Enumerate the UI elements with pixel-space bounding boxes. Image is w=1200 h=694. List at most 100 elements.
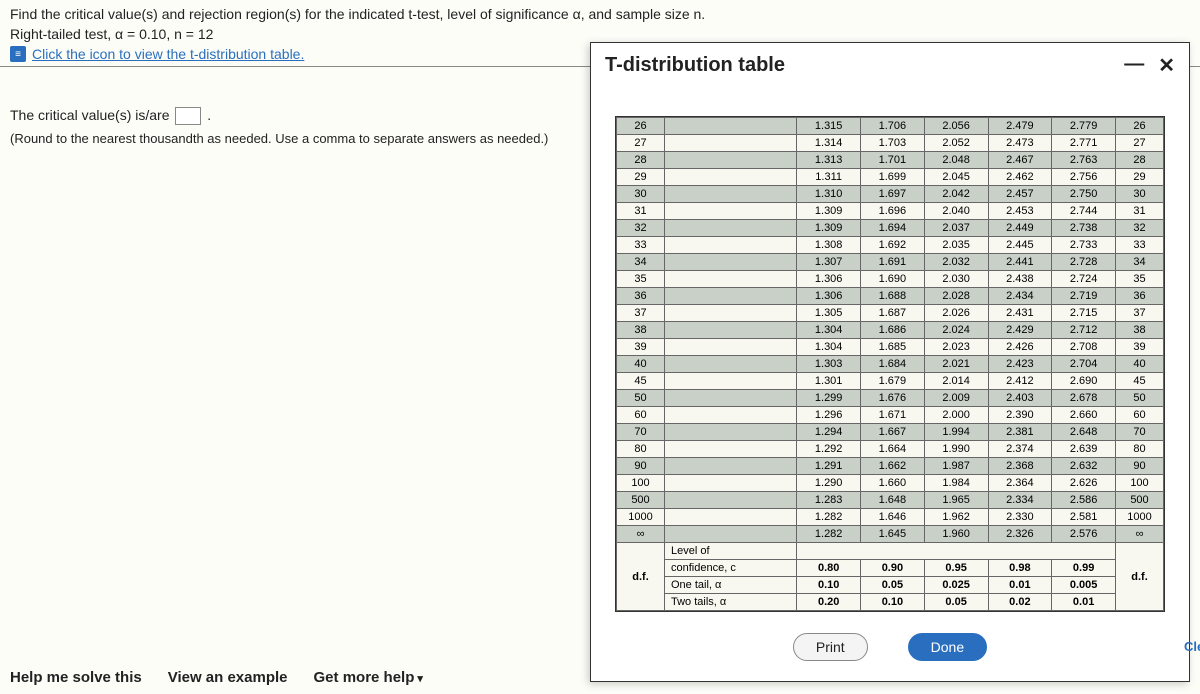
- table-row: 331.3081.6922.0352.4452.73333: [617, 237, 1164, 254]
- table-cell: 2.728: [1052, 254, 1116, 271]
- table-row: 391.3041.6852.0232.4262.70839: [617, 339, 1164, 356]
- two-tails-row: Two tails, α0.200.100.050.020.01: [617, 594, 1164, 611]
- table-cell: 100: [1116, 475, 1164, 492]
- answer-prefix: The critical value(s) is/are: [10, 107, 173, 123]
- table-cell: 2.479: [988, 118, 1052, 135]
- table-cell: 60: [617, 407, 665, 424]
- minimize-icon[interactable]: —: [1124, 53, 1144, 78]
- table-cell: 2.632: [1052, 458, 1116, 475]
- table-cell: 35: [617, 271, 665, 288]
- table-cell: 2.756: [1052, 169, 1116, 186]
- table-cell: 1.701: [861, 152, 925, 169]
- table-cell: 39: [617, 339, 665, 356]
- table-row: 341.3071.6912.0322.4412.72834: [617, 254, 1164, 271]
- print-button[interactable]: Print: [793, 633, 868, 661]
- table-cell: 2.467: [988, 152, 1052, 169]
- table-cell: 2.724: [1052, 271, 1116, 288]
- table-cell: [665, 458, 797, 475]
- table-cell: 0.02: [988, 594, 1052, 611]
- table-cell: 1.301: [797, 373, 861, 390]
- table-cell: 28: [1116, 152, 1164, 169]
- table-cell: 32: [617, 220, 665, 237]
- table-cell: 1.311: [797, 169, 861, 186]
- table-cell: 38: [617, 322, 665, 339]
- table-cell: [665, 288, 797, 305]
- table-cell: 1.315: [797, 118, 861, 135]
- table-cell: 40: [617, 356, 665, 373]
- table-cell: 2.403: [988, 390, 1052, 407]
- table-row: 261.3151.7062.0562.4792.77926: [617, 118, 1164, 135]
- table-cell: 2.719: [1052, 288, 1116, 305]
- table-cell: 2.330: [988, 509, 1052, 526]
- table-cell: 1.984: [924, 475, 988, 492]
- table-cell: 1.684: [861, 356, 925, 373]
- table-cell: 2.045: [924, 169, 988, 186]
- table-cell: 1.296: [797, 407, 861, 424]
- table-cell: 37: [1116, 305, 1164, 322]
- close-icon[interactable]: ✕: [1158, 53, 1175, 78]
- table-cell: 1.648: [861, 492, 925, 509]
- table-cell: 0.98: [988, 560, 1052, 577]
- table-cell: 2.014: [924, 373, 988, 390]
- table-cell: 1.960: [924, 526, 988, 543]
- table-cell: 1.299: [797, 390, 861, 407]
- one-tail-row-label: One tail, α: [665, 577, 797, 594]
- table-row: 271.3141.7032.0522.4732.77127: [617, 135, 1164, 152]
- table-row: 381.3041.6862.0242.4292.71238: [617, 322, 1164, 339]
- table-cell: 0.10: [797, 577, 861, 594]
- table-cell: 2.048: [924, 152, 988, 169]
- table-row: 301.3101.6972.0422.4572.75030: [617, 186, 1164, 203]
- table-cell: 2.712: [1052, 322, 1116, 339]
- table-cell: 2.364: [988, 475, 1052, 492]
- popup-controls: — ✕: [1124, 53, 1175, 78]
- help-me-solve-link[interactable]: Help me solve this: [10, 669, 142, 686]
- table-cell: 30: [617, 186, 665, 203]
- table-cell: 0.10: [861, 594, 925, 611]
- table-cell: 2.678: [1052, 390, 1116, 407]
- table-link-icon[interactable]: ≡: [10, 46, 26, 62]
- table-cell: 1.671: [861, 407, 925, 424]
- table-cell: 50: [1116, 390, 1164, 407]
- table-row: 291.3111.6992.0452.4622.75629: [617, 169, 1164, 186]
- done-button[interactable]: Done: [908, 633, 987, 661]
- table-cell: 0.05: [924, 594, 988, 611]
- table-row: 451.3011.6792.0142.4122.69045: [617, 373, 1164, 390]
- table-cell: 2.326: [988, 526, 1052, 543]
- clear-side-tab[interactable]: Clea: [1184, 639, 1200, 654]
- table-cell: 2.704: [1052, 356, 1116, 373]
- table-row: 5001.2831.6481.9652.3342.586500: [617, 492, 1164, 509]
- view-example-link[interactable]: View an example: [168, 669, 288, 686]
- table-cell: 39: [1116, 339, 1164, 356]
- get-more-help-link[interactable]: Get more help: [314, 669, 423, 686]
- table-cell: [665, 526, 797, 543]
- table-cell: 2.457: [988, 186, 1052, 203]
- table-cell: 2.763: [1052, 152, 1116, 169]
- table-cell: 2.473: [988, 135, 1052, 152]
- table-cell: 2.434: [988, 288, 1052, 305]
- table-cell: 2.009: [924, 390, 988, 407]
- table-cell: 1.308: [797, 237, 861, 254]
- table-cell: 1.304: [797, 339, 861, 356]
- table-cell: 0.20: [797, 594, 861, 611]
- table-cell: 2.750: [1052, 186, 1116, 203]
- table-cell: 2.021: [924, 356, 988, 373]
- table-cell: 26: [1116, 118, 1164, 135]
- table-row: 1001.2901.6601.9842.3642.626100: [617, 475, 1164, 492]
- question-text-2: Right-tailed test, α = 0.10, n = 12: [10, 26, 1190, 42]
- table-row: 601.2961.6712.0002.3902.66060: [617, 407, 1164, 424]
- table-cell: 1.309: [797, 220, 861, 237]
- table-cell: [665, 356, 797, 373]
- table-cell: 2.715: [1052, 305, 1116, 322]
- table-row: 281.3131.7012.0482.4672.76328: [617, 152, 1164, 169]
- table-row: 321.3091.6942.0372.4492.73832: [617, 220, 1164, 237]
- answer-input[interactable]: [175, 107, 201, 125]
- table-cell: 2.381: [988, 424, 1052, 441]
- table-cell: 33: [1116, 237, 1164, 254]
- table-row: 311.3091.6962.0402.4532.74431: [617, 203, 1164, 220]
- table-link-text[interactable]: Click the icon to view the t-distributio…: [32, 46, 304, 62]
- table-cell: [665, 220, 797, 237]
- table-cell: [665, 118, 797, 135]
- table-cell: 2.708: [1052, 339, 1116, 356]
- table-cell: 1.294: [797, 424, 861, 441]
- table-cell: 1.292: [797, 441, 861, 458]
